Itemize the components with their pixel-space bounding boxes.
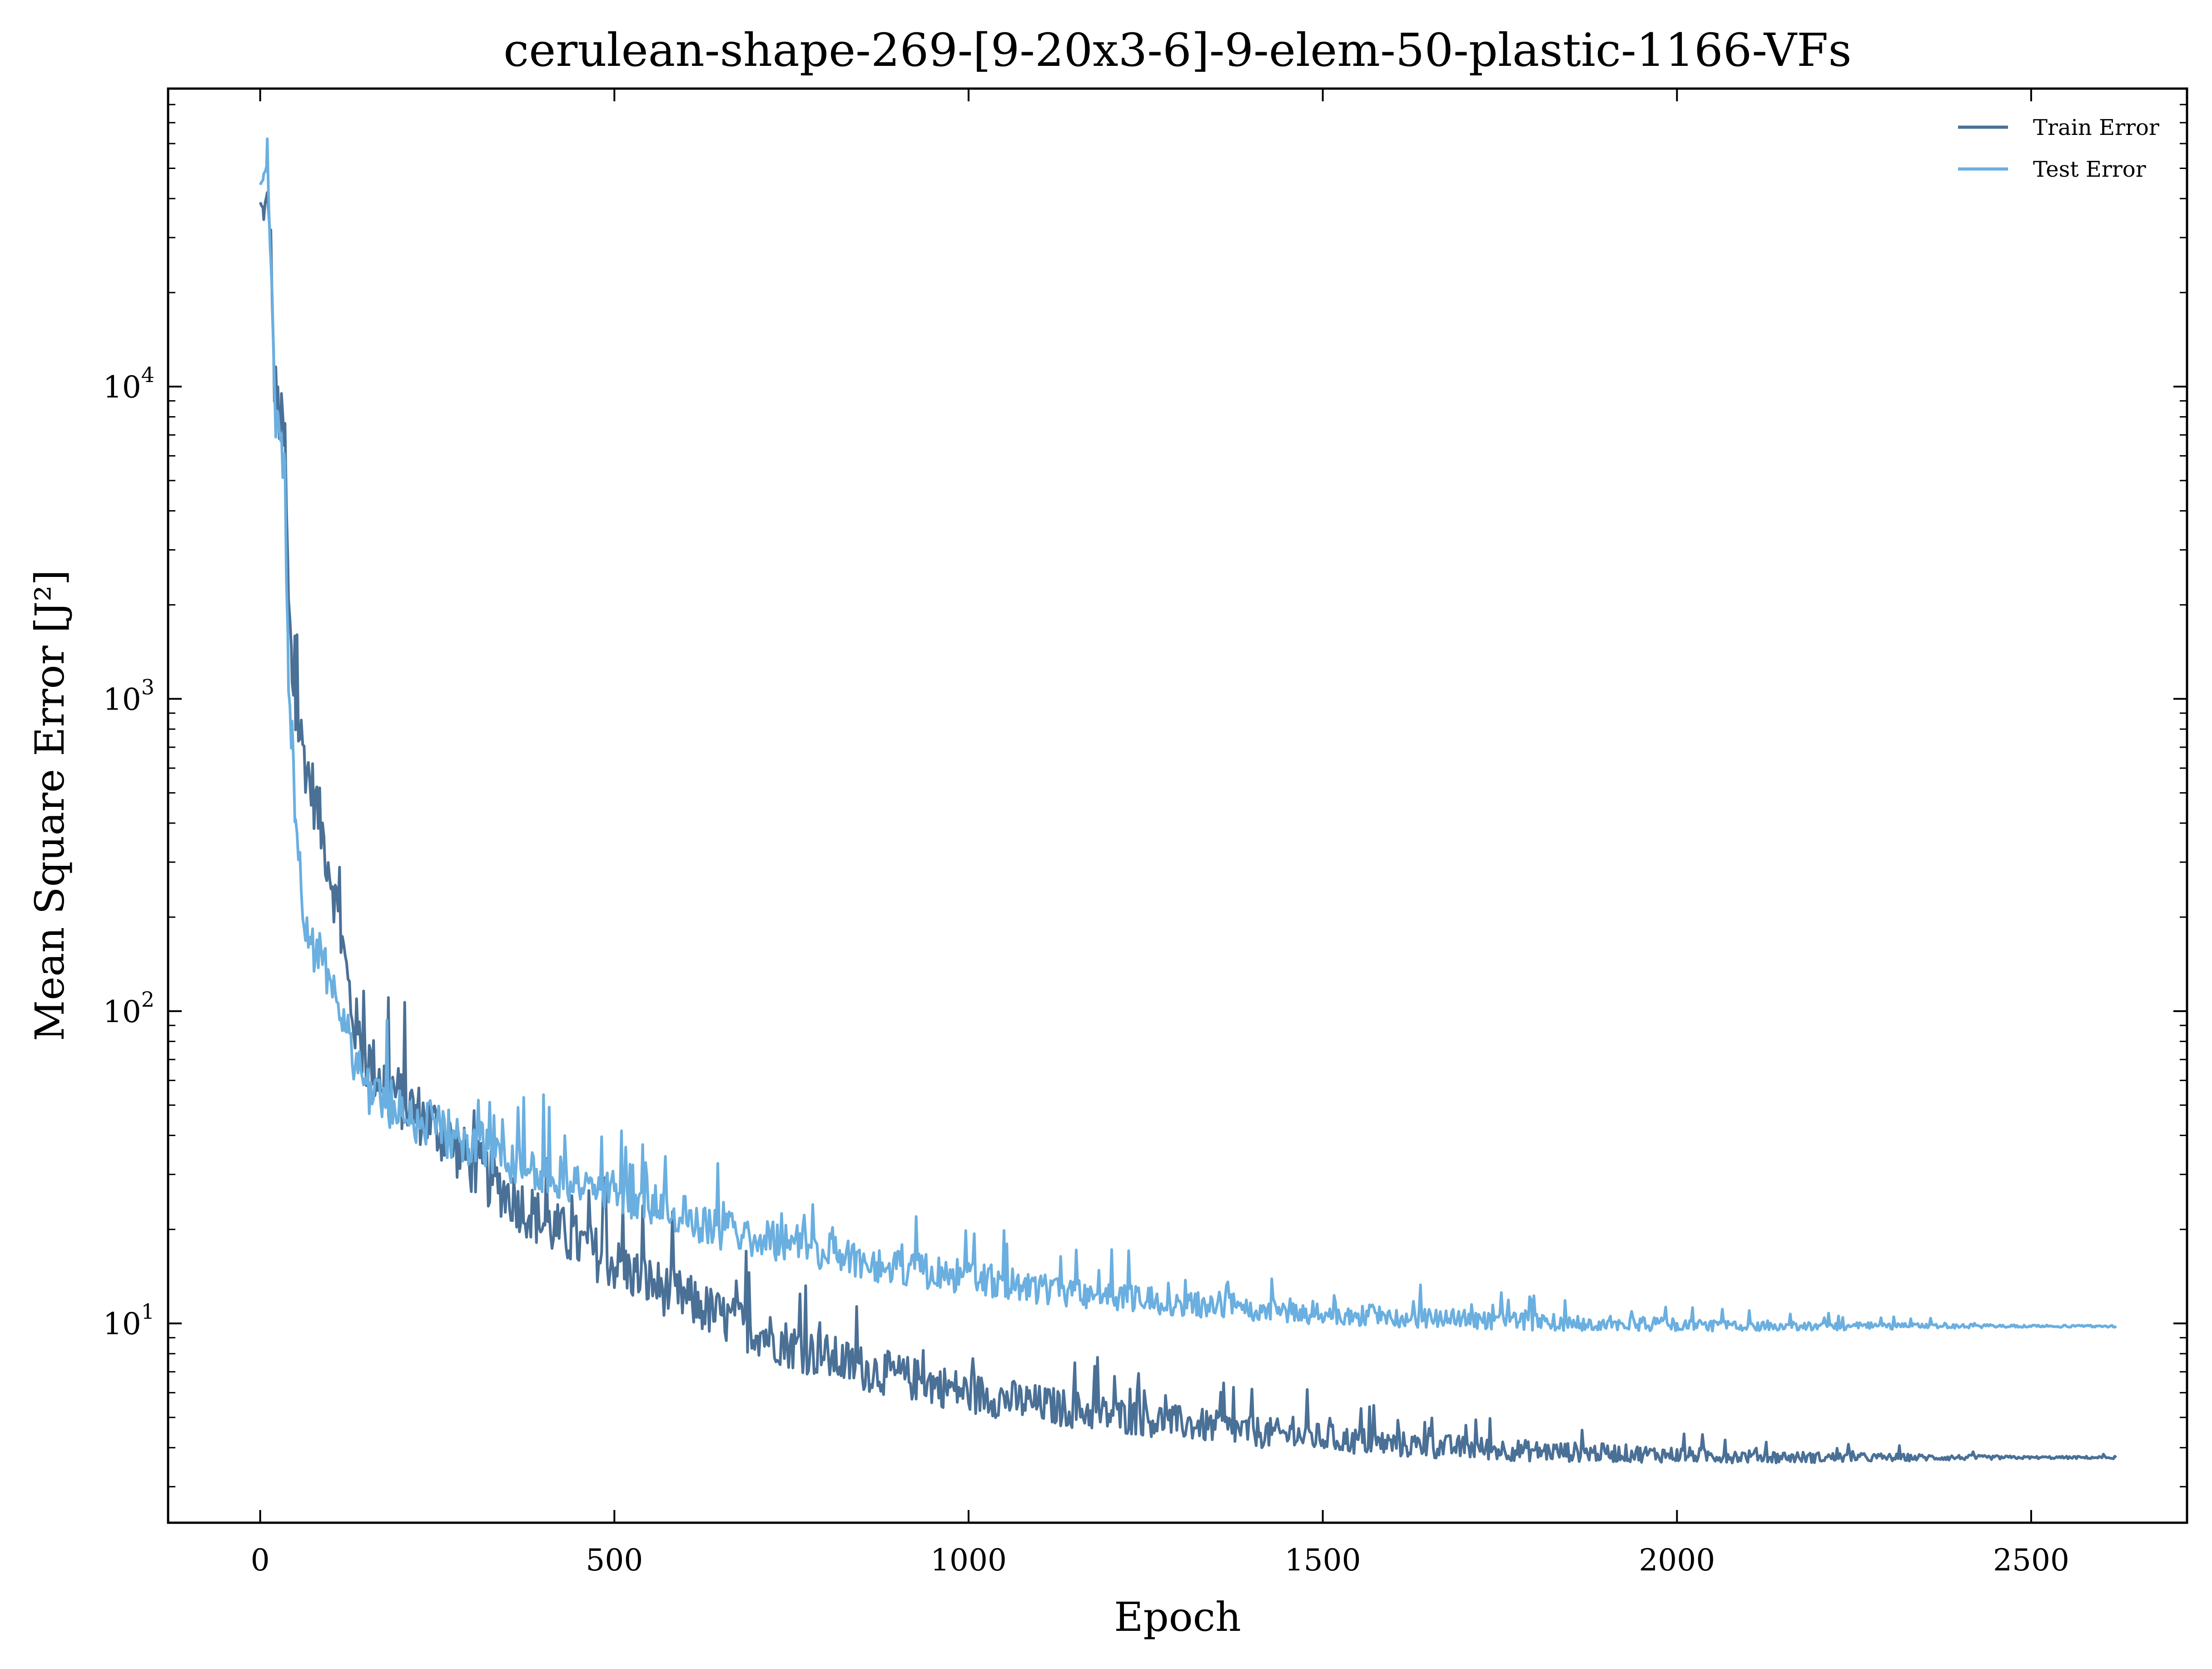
legend: Train Error Test Error: [1958, 115, 2159, 182]
y-axis: 101 102 103 104: [103, 88, 2187, 1488]
series-line-test-error: [259, 137, 2117, 1332]
legend-entry: Test Error: [2033, 157, 2146, 182]
x-tick-label: 500: [586, 1543, 643, 1578]
chart-title: cerulean-shape-269-[9-20x3-6]-9-elem-50-…: [503, 24, 1851, 77]
plot-area: [167, 87, 2188, 1524]
x-tick-label: 0: [251, 1543, 270, 1578]
x-axis: 0 500 1000 1500 2000 2500: [251, 89, 2069, 1578]
x-tick-label: 2500: [1993, 1543, 2069, 1578]
x-tick-label: 1500: [1285, 1543, 1361, 1578]
y-tick-label: 104: [103, 363, 154, 405]
x-tick-label: 2000: [1639, 1543, 1715, 1578]
y-tick-label: 101: [103, 1299, 154, 1341]
plot-frame: [167, 87, 2188, 1524]
y-tick-label: 103: [103, 675, 154, 717]
legend-entry: Train Error: [2033, 115, 2159, 140]
x-tick-label: 1000: [930, 1543, 1007, 1578]
series-layer: [258, 137, 2118, 1465]
x-axis-label: Epoch: [1114, 1594, 1241, 1640]
y-tick-label: 102: [103, 987, 154, 1029]
series-line-train-error: [258, 191, 2118, 1465]
y-axis-label: Mean Square Error [J²]: [26, 570, 73, 1041]
